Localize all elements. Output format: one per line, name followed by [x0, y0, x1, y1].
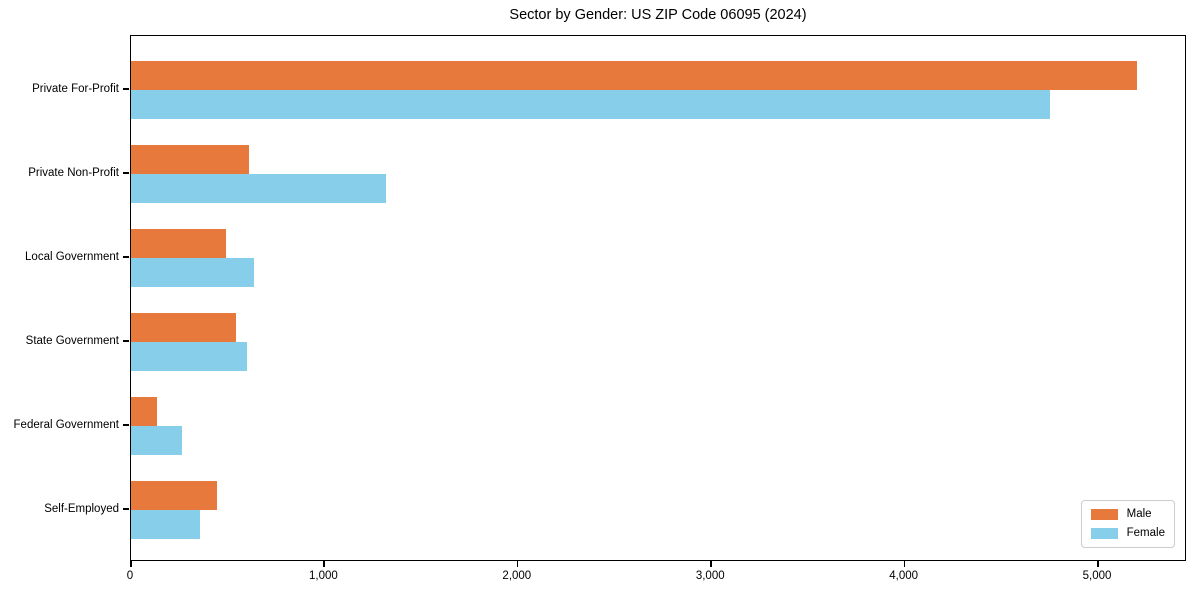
- x-tick-label-4000: 4,000: [889, 570, 919, 582]
- y-tick-label-state-government: State Government: [25, 335, 119, 347]
- legend-label-male: Male: [1126, 508, 1152, 520]
- x-tick-label-5000: 5,000: [1082, 570, 1112, 582]
- x-tick: [516, 561, 519, 567]
- legend: Male Female: [1080, 500, 1175, 548]
- x-tick-label-0: 0: [126, 570, 134, 582]
- bar-state-government-male: [131, 313, 236, 342]
- bar-private-non-profit-male: [131, 145, 249, 174]
- y-tick: [123, 88, 129, 90]
- y-tick: [123, 424, 129, 426]
- y-tick-label-private-for-profit: Private For-Profit: [32, 83, 119, 95]
- x-tick: [903, 561, 906, 567]
- bar-federal-government-female: [131, 426, 182, 455]
- bar-private-for-profit-female: [131, 90, 1050, 119]
- bar-local-government-male: [131, 229, 226, 258]
- y-tick: [123, 172, 129, 174]
- legend-row-male: Male: [1090, 508, 1165, 521]
- x-tick-label-2000: 2,000: [502, 570, 532, 582]
- y-tick: [123, 508, 129, 510]
- bar-private-for-profit-male: [131, 61, 1137, 90]
- y-tick-label-private-non-profit: Private Non-Profit: [28, 167, 119, 179]
- y-tick-label-federal-government: Federal Government: [13, 419, 119, 431]
- y-tick: [123, 256, 129, 258]
- x-tick: [710, 561, 712, 567]
- bar-self-employed-female: [131, 510, 200, 539]
- bar-federal-government-male: [131, 397, 157, 426]
- bar-self-employed-male: [131, 481, 217, 510]
- x-tick-label-1000: 1,000: [309, 570, 338, 582]
- chart-title: Sector by Gender: US ZIP Code 06095 (202…: [509, 7, 807, 23]
- y-tick-label-local-government: Local Government: [25, 251, 119, 263]
- legend-row-female: Female: [1090, 527, 1165, 540]
- x-tick: [130, 561, 132, 567]
- x-tick: [323, 561, 325, 567]
- bar-state-government-female: [131, 342, 247, 371]
- y-tick: [123, 340, 129, 342]
- female-swatch: [1090, 528, 1118, 539]
- x-tick: [1097, 561, 1099, 567]
- male-swatch: [1090, 509, 1118, 520]
- bar-private-non-profit-female: [131, 174, 386, 203]
- y-tick-label-self-employed: Self-Employed: [44, 503, 119, 515]
- legend-label-female: Female: [1126, 527, 1165, 539]
- bar-local-government-female: [131, 258, 254, 287]
- x-tick-label-3000: 3,000: [695, 570, 725, 582]
- plot-area: Male Female: [130, 35, 1186, 561]
